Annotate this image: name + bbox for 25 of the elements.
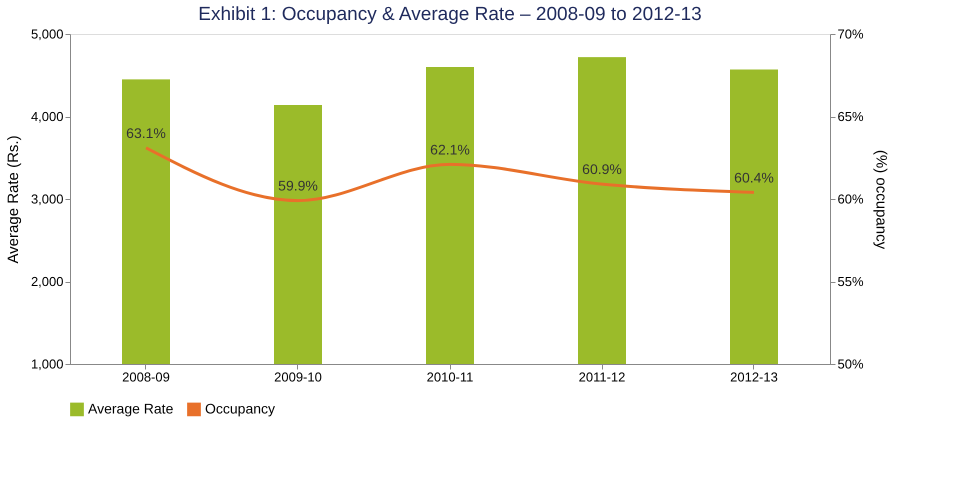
data-label: 59.9%	[278, 178, 318, 194]
legend-label: Average Rate	[88, 400, 174, 416]
y2-tick-label: 55%	[838, 274, 864, 289]
data-label: 60.9%	[582, 161, 622, 178]
x-tick-label: 2011-12	[578, 370, 626, 384]
y2-tick-label: 65%	[838, 109, 864, 124]
chart-title: Exhibit 1: Occupancy & Average Rate – 2008-09 to 2012-13	[198, 4, 702, 25]
data-label: 60.4%	[734, 169, 774, 186]
data-label: 62.1%	[430, 141, 470, 158]
y2-axis-title: (%) occupancy	[872, 150, 890, 250]
data-label: 63.1%	[126, 124, 166, 141]
x-tick-label: 2008-09	[122, 370, 170, 384]
y-axis-title: Average Rate (Rs.)	[4, 135, 22, 264]
y2-tick-label: 60%	[838, 192, 864, 206]
x-tick-label: 2012-13	[730, 370, 778, 384]
y-tick-label: 5,000	[30, 26, 64, 42]
y-tick-label: 4,000	[30, 109, 64, 124]
x-tick-label: 2010-11	[426, 370, 474, 384]
y2-tick-label: 70%	[838, 26, 864, 42]
legend-label: Occupancy	[205, 400, 276, 416]
x-tick-label: 2009-10	[274, 370, 322, 384]
y-tick-label: 2,000	[30, 274, 64, 289]
y-tick-label: 1,000	[30, 356, 64, 372]
y2-tick-label: 50%	[838, 356, 864, 372]
y-tick-label: 3,000	[30, 192, 64, 206]
